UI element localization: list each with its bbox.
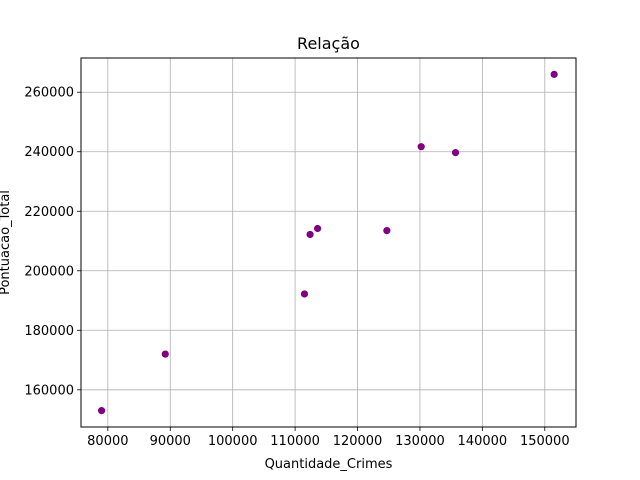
scatter-point <box>161 350 169 358</box>
scatter-point <box>300 290 309 298</box>
scatter-point <box>550 70 558 78</box>
x-tick-label: 80000 <box>87 434 128 449</box>
y-tick-label: 160000 <box>24 383 74 398</box>
y-tick-label: 180000 <box>24 324 74 339</box>
scatter-point <box>383 226 391 235</box>
x-tick-label: 120000 <box>333 434 383 449</box>
y-tick-label: 220000 <box>24 205 74 220</box>
x-tick-label: 90000 <box>150 434 191 449</box>
axis-ticks: 80000 90000 100000 110000 120000 130000 140000… <box>24 86 569 449</box>
x-tick-label: 140000 <box>458 434 508 449</box>
data-points <box>97 70 558 415</box>
scatter-point <box>451 149 460 157</box>
scatter-point <box>97 407 106 415</box>
y-tick-label: 240000 <box>24 145 74 160</box>
y-tick-label: 260000 <box>24 86 74 101</box>
scatter-point <box>417 143 425 151</box>
scatter-point <box>313 224 322 233</box>
x-tick-label: 130000 <box>395 434 445 449</box>
x-tick-label: 110000 <box>270 434 320 449</box>
plot-area-frame <box>80 57 577 428</box>
y-tick-label: 200000 <box>24 264 74 279</box>
x-tick-label: 150000 <box>520 434 570 449</box>
x-tick-label: 100000 <box>208 434 258 449</box>
y-axis-label: Pontuacao_Total <box>0 190 13 295</box>
scatter-point <box>306 230 314 239</box>
chart-title: Relação <box>297 34 360 53</box>
grid-lines <box>81 58 576 427</box>
x-axis-label: Quantidade_Crimes <box>265 457 393 472</box>
